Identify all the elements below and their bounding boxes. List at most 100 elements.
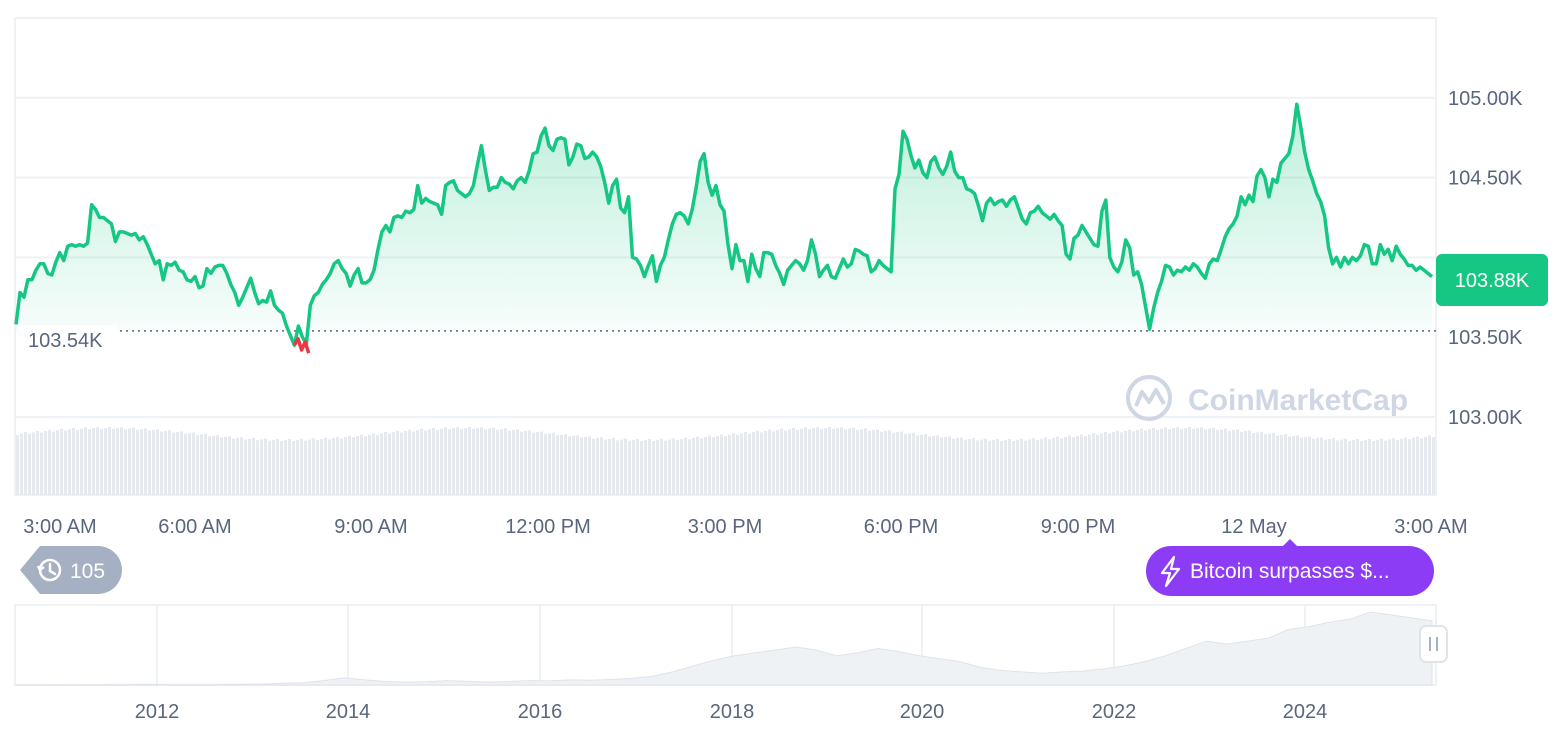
volume-bar	[220, 437, 223, 495]
volume-bar	[572, 435, 575, 495]
volume-bar	[900, 431, 903, 495]
volume-bar	[152, 429, 155, 495]
volume-bar	[444, 427, 447, 495]
volume-bar	[240, 437, 243, 495]
volume-bar	[280, 440, 283, 495]
navigator[interactable]: 2012 2014 2016 2018 2020 2022 2024	[14, 604, 1448, 723]
volume-bar	[1104, 431, 1107, 495]
volume-bar	[824, 428, 827, 495]
volume-bar	[916, 435, 919, 495]
volume-bar	[1156, 429, 1159, 495]
volume-bar	[1268, 433, 1271, 495]
volume-bar	[1344, 438, 1347, 495]
x-axis: 3:00 AM 6:00 AM 9:00 AM 12:00 PM 3:00 PM 6:00…	[23, 516, 1467, 538]
volume-bar	[1220, 429, 1223, 495]
volume-bar	[1400, 438, 1403, 495]
x-tick-label: 6:00 PM	[864, 516, 938, 538]
volume-bar	[108, 427, 111, 495]
volume-bar	[1108, 433, 1111, 495]
volume-bar	[964, 439, 967, 495]
volume-bar	[1056, 436, 1059, 495]
y-tick-label: 103.50K	[1448, 327, 1523, 349]
volume-bar	[300, 438, 303, 495]
volume-bar	[416, 430, 419, 495]
price-line-below-reference[interactable]	[292, 337, 311, 354]
volume-bar	[348, 435, 351, 495]
volume-bar	[1264, 434, 1267, 495]
volume-bar	[644, 439, 647, 495]
volume-bar	[132, 427, 135, 495]
history-badge[interactable]: 105	[20, 546, 122, 594]
volume-bar	[732, 433, 735, 495]
volume-bar	[24, 432, 27, 495]
volume-bar	[1328, 438, 1331, 495]
volume-bar	[860, 429, 863, 495]
volume-bar	[1160, 428, 1163, 495]
volume-bar	[908, 433, 911, 495]
volume-bar	[456, 427, 459, 495]
volume-bar	[1032, 438, 1035, 495]
volume-bar	[896, 432, 899, 495]
volume-bar	[16, 435, 19, 495]
volume-bar	[756, 430, 759, 495]
volume-bar	[276, 438, 279, 495]
volume-bar	[1060, 438, 1063, 495]
volume-bar	[284, 439, 287, 495]
volume-bar	[1352, 439, 1355, 495]
volume-bar	[128, 428, 131, 495]
volume-bar	[724, 436, 727, 495]
volume-bar	[1232, 430, 1235, 495]
volume-bar	[1360, 440, 1363, 495]
volume-bar	[696, 436, 699, 495]
volume-bar	[528, 430, 531, 495]
volume-bar	[312, 438, 315, 495]
drag-handle-icon[interactable]	[1419, 625, 1448, 663]
volume-bar	[1308, 436, 1311, 495]
volume-bar	[844, 429, 847, 495]
volume-bar	[320, 438, 323, 495]
volume-bar	[1080, 434, 1083, 495]
event-pill[interactable]: Bitcoin surpasses $...	[1146, 539, 1434, 596]
volume-bar	[172, 432, 175, 495]
volume-bar	[400, 432, 403, 495]
volume-bar	[1312, 438, 1315, 495]
volume-bar	[1088, 434, 1091, 495]
x-tick-label: 9:00 PM	[1041, 516, 1115, 538]
volume-bar	[744, 431, 747, 495]
volume-bar	[936, 435, 939, 495]
volume-bar	[204, 433, 207, 495]
volume-bar	[968, 438, 971, 495]
volume-bar	[1012, 440, 1015, 495]
volume-bar	[1284, 434, 1287, 495]
volume-bar	[604, 439, 607, 495]
navigator-year-label: 2012	[135, 701, 180, 723]
volume-bar	[1072, 437, 1075, 495]
y-tick-label: 104.50K	[1448, 168, 1523, 190]
volume-bar	[976, 440, 979, 495]
price-line[interactable]	[14, 102, 1434, 347]
volume-bar	[984, 438, 987, 495]
volume-bar	[676, 440, 679, 495]
volume-bar	[1320, 437, 1323, 495]
volume-bar	[1176, 427, 1179, 495]
volume-bar	[956, 438, 959, 495]
volume-bar	[888, 430, 891, 495]
volume-bar	[1208, 428, 1211, 495]
volume-bar	[752, 432, 755, 495]
volume-bar	[1196, 428, 1199, 495]
volume-bar	[112, 429, 115, 495]
volume-bar	[556, 435, 559, 495]
volume-bar	[668, 439, 671, 495]
volume-bar	[564, 433, 567, 495]
volume-bars	[16, 427, 1435, 495]
volume-bar	[256, 440, 259, 495]
volume-bar	[392, 432, 395, 495]
volume-bar	[804, 427, 807, 495]
navigator-year-label: 2014	[326, 701, 371, 723]
volume-bar	[440, 428, 443, 495]
volume-bar	[852, 427, 855, 495]
volume-bar	[592, 438, 595, 495]
volume-bar	[904, 433, 907, 495]
x-tick-label: 9:00 AM	[334, 516, 407, 538]
